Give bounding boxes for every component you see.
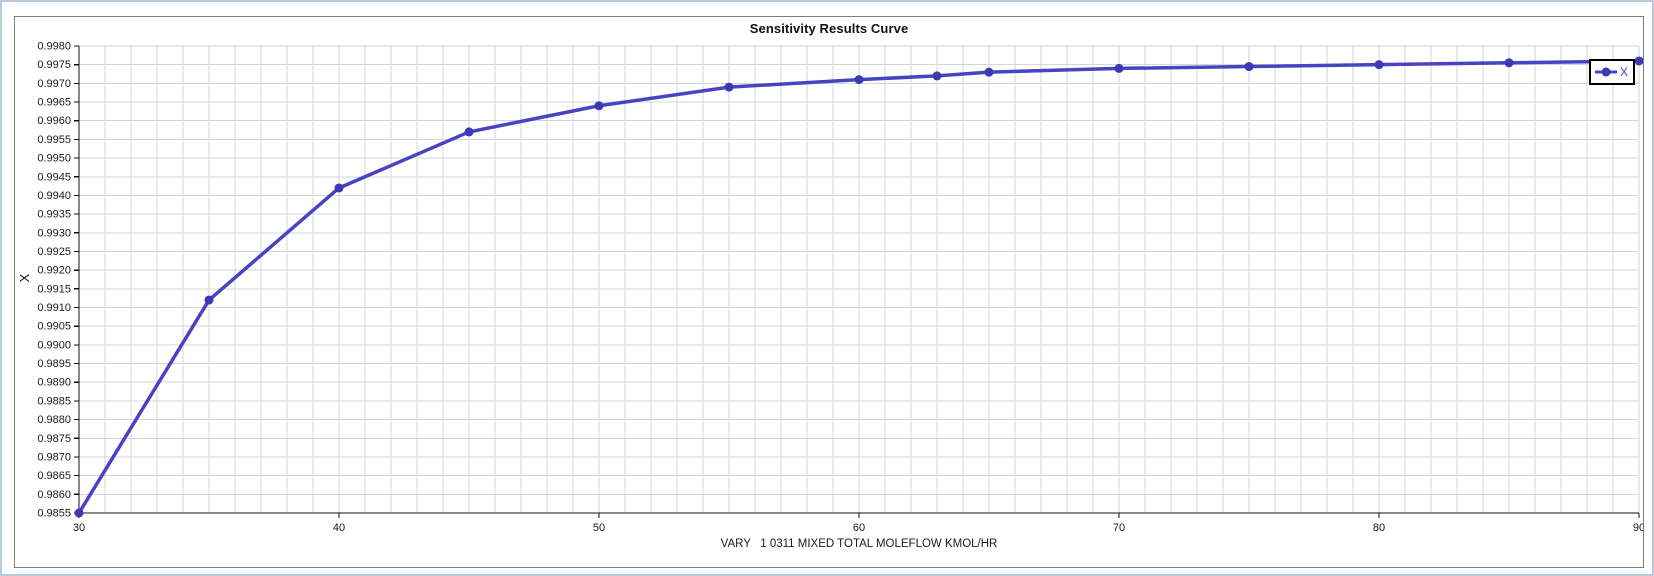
svg-text:80: 80 (1373, 522, 1385, 534)
svg-text:0.9915: 0.9915 (37, 283, 71, 295)
svg-text:0.9960: 0.9960 (37, 115, 71, 127)
svg-text:0.9920: 0.9920 (37, 265, 71, 277)
chart-panel: Sensitivity Results Curve 0.9855 0.9860 0.… (14, 16, 1644, 568)
svg-text:60: 60 (853, 522, 865, 534)
svg-text:0.9980: 0.9980 (37, 41, 71, 53)
svg-text:50: 50 (593, 522, 605, 534)
svg-text:0.9905: 0.9905 (37, 321, 71, 333)
svg-text:0.9950: 0.9950 (37, 153, 71, 165)
svg-text:0.9930: 0.9930 (37, 227, 71, 239)
svg-text:0.9885: 0.9885 (37, 395, 71, 407)
svg-text:0.9935: 0.9935 (37, 209, 71, 221)
svg-text:30: 30 (73, 522, 85, 534)
svg-text:0.9940: 0.9940 (37, 190, 71, 202)
svg-text:0.9975: 0.9975 (37, 59, 71, 71)
svg-text:0.9925: 0.9925 (37, 246, 71, 258)
svg-text:0.9900: 0.9900 (37, 339, 71, 351)
y-axis-label: X (17, 273, 32, 283)
svg-text:0.9965: 0.9965 (37, 97, 71, 109)
svg-text:0.9945: 0.9945 (37, 171, 71, 183)
svg-text:0.9890: 0.9890 (37, 377, 71, 389)
svg-text:0.9955: 0.9955 (37, 134, 71, 146)
svg-text:40: 40 (333, 522, 345, 534)
svg-text:0.9880: 0.9880 (37, 414, 71, 426)
svg-text:0.9860: 0.9860 (37, 489, 71, 501)
legend-label: X (1620, 65, 1629, 79)
svg-text:0.9870: 0.9870 (37, 451, 71, 463)
svg-text:90: 90 (1633, 522, 1643, 534)
x-axis-label: VARY 1 0311 MIXED TOTAL MOLEFLOW KMOL/HR (720, 538, 998, 550)
svg-text:0.9865: 0.9865 (37, 470, 71, 482)
chart-title: Sensitivity Results Curve (749, 21, 909, 36)
legend[interactable]: X (1589, 59, 1635, 85)
svg-text:0.9910: 0.9910 (37, 302, 71, 314)
svg-text:0.9875: 0.9875 (37, 433, 71, 445)
svg-text:0.9855: 0.9855 (37, 508, 71, 520)
svg-text:70: 70 (1113, 522, 1125, 534)
svg-text:0.9970: 0.9970 (37, 78, 71, 90)
chart-svg: 0.9855 0.9860 0.9865 0.9870 0.9875 0.9880 0.98… (37, 41, 1643, 534)
svg-text:0.9895: 0.9895 (37, 358, 71, 370)
legend-series-marker-icon (1595, 67, 1617, 77)
